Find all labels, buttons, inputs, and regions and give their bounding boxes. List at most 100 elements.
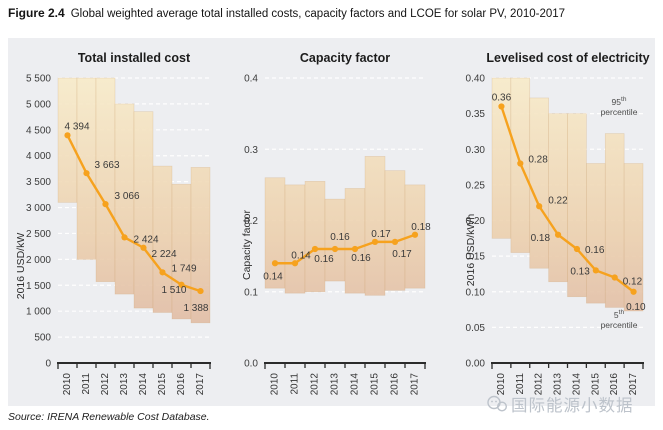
y-tick-label: 2 500 xyxy=(26,229,51,240)
wechat-icon xyxy=(487,395,508,412)
data-point-2013 xyxy=(121,234,128,241)
percentile-band-2015 xyxy=(586,163,606,304)
figure-title: Global weighted average total installed … xyxy=(70,8,566,20)
percentile-band-2014 xyxy=(133,111,154,309)
x-tick-label: 2016 xyxy=(176,373,187,396)
panel2-title: Capacity factor xyxy=(299,51,391,65)
percentile-band-2017 xyxy=(623,163,644,312)
chart-area: 0 500 1 000 1 500 2 000 2 500 3 000 3 500 4 000 4… xyxy=(8,38,655,406)
source-note: Source: IRENA Renewable Cost Database. xyxy=(8,411,210,423)
percentile-95-num: 95 xyxy=(611,96,622,107)
data-point-2010 xyxy=(64,132,71,139)
value-label: 0.16 xyxy=(330,232,350,243)
value-label: 0.16 xyxy=(585,245,605,256)
data-point-2015 xyxy=(159,269,166,276)
y-tick-label: 0.35 xyxy=(466,109,486,120)
percentile-5-sup: th xyxy=(618,309,625,316)
value-label: 1 388 xyxy=(183,303,208,314)
y-tick-label: 0.1 xyxy=(244,287,258,298)
x-tick-label: 2012 xyxy=(310,373,321,396)
y-tick-label: 3 500 xyxy=(26,177,51,188)
series-line xyxy=(275,233,416,265)
data-point-2010 xyxy=(498,103,505,110)
data-point-2012 xyxy=(102,201,109,208)
panel-total-installed-cost: 0 500 1 000 1 500 2 000 2 500 3 000 3 500 4 000 4… xyxy=(26,74,211,396)
x-tick-label: 2015 xyxy=(157,373,168,396)
percentile-95-label: 95th percentile xyxy=(584,96,654,118)
value-label: 1 749 xyxy=(172,263,197,274)
data-point-2014 xyxy=(351,245,359,253)
value-label: 0.10 xyxy=(626,302,646,313)
percentile-5-label: 5th percentile xyxy=(584,309,654,331)
x-tick-label: 2014 xyxy=(138,373,149,396)
x-tick-label: 2016 xyxy=(390,373,401,396)
y-tick-label: 0.4 xyxy=(244,74,258,85)
percentile-5-num: 5 xyxy=(613,309,619,320)
value-label: 0.12 xyxy=(623,277,643,288)
percentile-band-2012 xyxy=(95,77,116,282)
y-tick-label: 0.2 xyxy=(244,216,258,227)
value-label: 3 663 xyxy=(95,160,120,171)
data-point-2013 xyxy=(331,245,339,253)
data-point-2014 xyxy=(573,245,581,253)
value-label: 0.18 xyxy=(411,222,431,233)
panel1-title: Total installed cost xyxy=(77,51,191,65)
x-tick-label: 2015 xyxy=(590,373,601,396)
percentile-band-2012 xyxy=(304,181,326,293)
value-label: 0.36 xyxy=(492,93,512,104)
y-tick-label: 0.25 xyxy=(466,180,486,191)
data-point-2016 xyxy=(611,274,618,281)
y-tick-label: 0.20 xyxy=(466,216,486,227)
x-tick-label: 2014 xyxy=(350,373,361,396)
y-tick-label: 0.0 xyxy=(244,359,258,370)
x-tick-label: 2016 xyxy=(609,373,620,396)
percentile-band-2015 xyxy=(364,156,386,296)
y-tick-label: 0.05 xyxy=(466,323,486,334)
data-point-2011 xyxy=(291,260,299,267)
panel3-title: Levelised cost of electricity xyxy=(486,51,650,65)
x-tick-label: 2011 xyxy=(515,373,526,395)
value-label: 0.18 xyxy=(531,233,551,244)
y-tick-label: 3 000 xyxy=(26,203,51,214)
series-line xyxy=(66,134,201,293)
value-label: 0.16 xyxy=(314,254,334,265)
panel1-ylabel: 2016 USD/kW xyxy=(15,232,27,300)
percentile-95-word: percentile xyxy=(600,107,638,118)
y-tick-label: 0.3 xyxy=(244,145,258,156)
percentile-band-2011 xyxy=(284,184,306,294)
data-point-2017 xyxy=(411,231,419,238)
y-tick-label: 0.15 xyxy=(466,252,486,263)
y-tick-label: 2 000 xyxy=(26,255,51,266)
value-label: 0.14 xyxy=(291,250,311,261)
data-point-2016 xyxy=(391,238,399,245)
x-tick-label: 2017 xyxy=(628,373,639,396)
value-label: 2 424 xyxy=(134,234,159,245)
value-label: 0.16 xyxy=(351,253,371,264)
y-tick-label: 500 xyxy=(34,333,51,344)
x-tick-label: 2011 xyxy=(290,373,301,395)
y-tick-label: 0.10 xyxy=(466,287,486,298)
value-label: 1 510 xyxy=(161,285,186,296)
x-tick-label: 2013 xyxy=(330,373,341,396)
watermark-text: 国际能源小数据 xyxy=(511,397,634,415)
value-label: 4 394 xyxy=(65,121,90,132)
y-tick-label: 5 000 xyxy=(26,99,51,110)
data-point-2015 xyxy=(592,267,599,274)
y-tick-label: 0 xyxy=(45,359,51,370)
y-tick-label: 1 500 xyxy=(26,281,51,292)
data-point-2012 xyxy=(536,203,543,210)
data-point-2016 xyxy=(178,281,185,288)
watermark: 国际能源小数据 xyxy=(486,392,634,416)
figure-label: Figure 2.4 xyxy=(8,6,65,20)
y-tick-label: 0.30 xyxy=(466,145,486,156)
x-tick-label: 2017 xyxy=(410,373,421,396)
x-tick-label: 2010 xyxy=(62,373,73,396)
y-tick-label: 4 000 xyxy=(26,151,51,162)
x-tick-label: 2012 xyxy=(100,373,111,396)
y-tick-label: 0.00 xyxy=(466,359,486,370)
value-label: 0.28 xyxy=(528,155,548,166)
data-point-2012 xyxy=(311,245,319,253)
percentile-5-word: percentile xyxy=(600,320,638,331)
charts-svg: 0 500 1 000 1 500 2 000 2 500 3 000 3 500 4 000 4… xyxy=(26,74,646,396)
x-tick-label: 2013 xyxy=(119,373,130,396)
